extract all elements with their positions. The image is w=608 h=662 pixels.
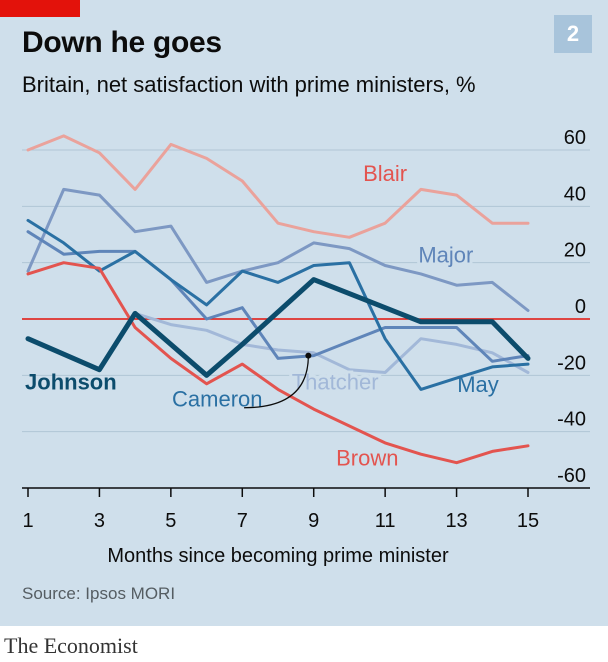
- chart-panel: [0, 0, 608, 626]
- x-tick-label: 1: [22, 510, 33, 532]
- x-tick-label: 9: [308, 510, 319, 532]
- series-label-may: May: [457, 372, 499, 397]
- annotation-pointer: [244, 355, 310, 409]
- x-axis-title: Months since becoming prime minister: [107, 545, 449, 567]
- gridlines: 60 40 20 0 -20 -40 -60: [22, 127, 590, 489]
- y-tick-label: -20: [557, 352, 586, 374]
- series-line-blair: [26, 134, 530, 239]
- x-tick-label: 7: [237, 510, 248, 532]
- y-tick-label: 60: [564, 127, 586, 149]
- y-tick-label: 40: [564, 183, 586, 205]
- series-lines: [25, 134, 531, 465]
- series-label-brown: Brown: [336, 445, 398, 470]
- series-label-johnson: Johnson: [25, 369, 117, 394]
- series-line-may: [26, 218, 530, 391]
- x-tick-label: 3: [94, 510, 105, 532]
- series-line-thatcher: [133, 311, 530, 374]
- series-line-brown: [26, 261, 530, 465]
- source-note: Source: Ipsos MORI: [22, 584, 176, 603]
- series-line-johnson: [25, 277, 531, 378]
- brand-red-bar: [0, 0, 80, 17]
- y-tick-label: -60: [557, 465, 586, 487]
- publisher-footer: The Economist: [4, 633, 138, 658]
- series-label-major: Major: [418, 243, 473, 268]
- y-tick-label: 0: [575, 296, 586, 318]
- series-line-cameron: [26, 230, 530, 363]
- x-tick-label: 15: [517, 510, 539, 532]
- x-axis: 1 3 5 7 9 11 13 15: [22, 487, 590, 532]
- series-line-major: [26, 187, 530, 312]
- x-tick-label: 11: [375, 510, 396, 532]
- y-tick-label: 20: [564, 240, 586, 262]
- series-label-thatcher: Thatcher: [292, 369, 379, 394]
- chart-subtitle: Britain, net satisfaction with prime min…: [22, 72, 476, 97]
- cameron-annotation: [244, 352, 312, 409]
- x-tick-label: 5: [165, 510, 176, 532]
- chart-number-badge: 2: [554, 15, 592, 53]
- annotation-dot: [305, 352, 312, 359]
- series-label-blair: Blair: [363, 161, 407, 186]
- chart-title: Down he goes: [22, 26, 222, 59]
- y-tick-label: -40: [557, 409, 586, 431]
- x-tick-label: 13: [445, 510, 467, 532]
